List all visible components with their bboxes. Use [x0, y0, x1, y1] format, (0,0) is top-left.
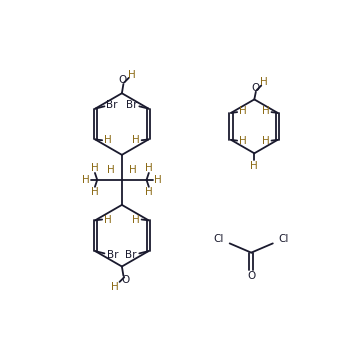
Text: O: O	[119, 75, 127, 85]
Text: Br: Br	[106, 100, 118, 110]
Text: H: H	[132, 135, 140, 145]
Text: H: H	[260, 77, 268, 87]
Text: H: H	[107, 165, 115, 175]
Text: O: O	[247, 271, 255, 281]
Text: H: H	[82, 175, 89, 185]
Text: Br: Br	[107, 250, 119, 260]
Text: H: H	[145, 163, 153, 172]
Text: H: H	[262, 136, 270, 147]
Text: Cl: Cl	[214, 234, 224, 244]
Text: O: O	[251, 83, 259, 93]
Text: Br: Br	[126, 100, 137, 110]
Text: H: H	[103, 215, 111, 225]
Text: H: H	[250, 161, 258, 171]
Text: H: H	[128, 70, 136, 80]
Text: Br: Br	[125, 250, 137, 260]
Text: Cl: Cl	[278, 234, 289, 244]
Text: H: H	[154, 175, 162, 185]
Text: H: H	[91, 163, 99, 172]
Text: H: H	[91, 187, 99, 197]
Text: H: H	[111, 282, 119, 292]
Text: H: H	[145, 187, 153, 197]
Text: H: H	[132, 215, 140, 225]
Text: O: O	[121, 275, 130, 285]
Text: H: H	[103, 135, 111, 145]
Text: H: H	[239, 106, 246, 116]
Text: H: H	[129, 165, 137, 175]
Text: H: H	[262, 106, 270, 116]
Text: H: H	[239, 136, 246, 147]
